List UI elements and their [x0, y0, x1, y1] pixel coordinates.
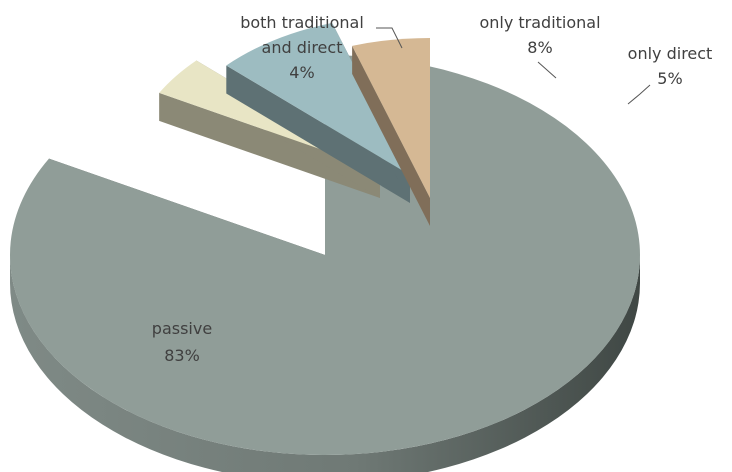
slice-name-2: only traditional [479, 13, 600, 32]
slice-name-3: only direct [628, 44, 713, 63]
pie-slice-2 [226, 22, 410, 203]
slice-name-0: passive [152, 319, 212, 338]
slice-label-2: only traditional 8% [479, 13, 600, 57]
pie-slice-3 [352, 38, 430, 226]
slice-label-3: only direct 5% [628, 44, 713, 88]
slice-name-1: both traditional [240, 13, 364, 32]
leader-line-1 [376, 27, 403, 49]
leader-line-2 [537, 61, 557, 79]
slices-layer [10, 22, 641, 472]
slice-name-1: and direct [262, 38, 343, 57]
pie-slice-top-3 [352, 38, 430, 198]
slice-label-1: both traditional and direct 4% [240, 13, 364, 82]
labels-layer: passive 83% both traditional and direct 4% on… [152, 13, 713, 365]
slice-value-2: 8% [527, 38, 552, 57]
slice-value-0: 83% [164, 346, 200, 365]
pie-slice-top-0 [10, 55, 641, 455]
slice-value-3: 5% [657, 69, 682, 88]
slice-value-1: 4% [289, 63, 314, 82]
leader-line-3 [627, 84, 651, 105]
slice-label-0: passive 83% [152, 319, 212, 365]
pie-slice-0 [10, 55, 641, 472]
pie-slice-top-2 [226, 22, 410, 175]
